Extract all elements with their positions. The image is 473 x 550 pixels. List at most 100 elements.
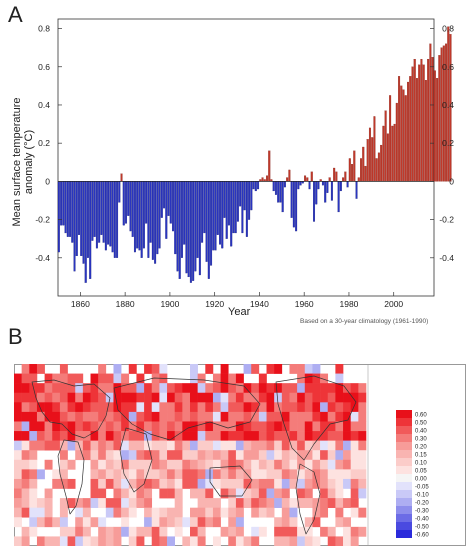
bar-1908: [187, 181, 190, 278]
map-cell: [197, 536, 206, 546]
bar-1991: [373, 116, 376, 182]
map-cell: [128, 526, 137, 537]
map-cell: [350, 421, 359, 432]
bar-1903: [176, 181, 179, 272]
map-cell: [128, 536, 137, 546]
map-cell: [52, 517, 61, 528]
map-cell: [197, 478, 206, 489]
map-cell: [335, 373, 344, 384]
map-cell: [320, 383, 329, 394]
map-cell: [281, 526, 290, 537]
map-cell: [36, 431, 45, 441]
bar-1881: [127, 181, 130, 216]
map-cell: [159, 392, 168, 403]
legend-label: 0.05: [415, 469, 427, 475]
map-cell: [52, 431, 61, 441]
map-cell: [327, 450, 336, 461]
bar-1880: [125, 181, 128, 224]
map-cell: [52, 411, 61, 422]
map-cell: [174, 507, 183, 518]
legend-swatch: [396, 410, 412, 418]
map-cell: [258, 383, 267, 394]
map-cell: [113, 450, 122, 461]
bar-1943: [266, 175, 269, 182]
map-cell: [98, 392, 107, 403]
map-cell: [90, 383, 99, 394]
y-tick-label-left: -0.4: [35, 253, 50, 263]
map-cell: [274, 440, 283, 451]
bar-1874: [111, 181, 114, 253]
map-cell: [251, 421, 260, 432]
map-cell: [343, 450, 351, 461]
map-cell: [327, 440, 336, 451]
map-cell: [14, 392, 22, 403]
climatology-note: Based on a 30-year climatology (1961-199…: [300, 318, 429, 325]
map-cell: [235, 392, 244, 403]
map-cell: [167, 536, 175, 546]
map-cell: [297, 450, 306, 461]
bar-1977: [342, 177, 345, 182]
map-cell: [251, 440, 260, 451]
map-cell: [320, 373, 329, 384]
y-tick-label-left: 0.8: [38, 24, 50, 34]
map-cell: [258, 459, 267, 470]
map-cell: [274, 536, 283, 546]
map-cell: [121, 431, 130, 441]
bar-1951: [283, 181, 286, 188]
bar-1929: [234, 181, 237, 234]
map-cell: [182, 383, 191, 394]
map-cell: [144, 402, 153, 413]
map-cell: [251, 392, 260, 403]
map-cell: [327, 478, 336, 489]
map-cell: [281, 402, 290, 413]
map-cell: [197, 450, 206, 461]
map-cell: [174, 383, 183, 394]
map-cell: [289, 450, 298, 461]
bar-1916: [205, 181, 208, 262]
map-cell: [212, 431, 221, 441]
map-cell: [159, 469, 168, 480]
map-cell: [144, 517, 153, 528]
bar-2019: [436, 78, 439, 182]
bar-1997: [386, 133, 389, 182]
map-cell: [289, 364, 298, 374]
map-cell: [151, 383, 160, 394]
map-cell: [251, 431, 260, 441]
map-cell: [44, 459, 53, 470]
map-cell: [320, 431, 329, 441]
map-cell: [44, 402, 53, 413]
map-cell: [320, 402, 329, 413]
bar-1996: [384, 110, 387, 182]
map-cell: [144, 498, 153, 508]
x-tick-label: 1980: [339, 299, 358, 309]
map-cell: [243, 364, 252, 374]
map-cell: [228, 517, 237, 528]
map-cell: [151, 392, 160, 403]
map-cell: [350, 392, 359, 403]
map-cell: [274, 498, 283, 508]
panel-b-label: B: [8, 324, 23, 349]
map-cell: [274, 526, 283, 537]
bar-1884: [133, 181, 136, 253]
map-cell: [350, 450, 359, 461]
bar-1866: [93, 181, 96, 237]
map-cell: [251, 488, 260, 499]
map-cell: [52, 469, 61, 480]
bar-1958: [299, 181, 302, 186]
map-cell: [98, 421, 107, 432]
map-cell: [105, 373, 114, 384]
bar-1873: [109, 181, 112, 247]
map-cell: [312, 373, 321, 384]
map-cell: [167, 488, 175, 499]
map-cell: [335, 507, 344, 518]
map-cell: [67, 536, 76, 546]
map-cell: [197, 411, 206, 422]
map-cell: [212, 536, 221, 546]
map-cell: [335, 392, 344, 403]
map-cell: [59, 373, 68, 384]
map-cell: [235, 431, 244, 441]
map-cell: [281, 421, 290, 432]
map-cell: [75, 536, 84, 546]
x-axis-title: Year: [228, 306, 251, 318]
bar-1911: [194, 181, 197, 272]
